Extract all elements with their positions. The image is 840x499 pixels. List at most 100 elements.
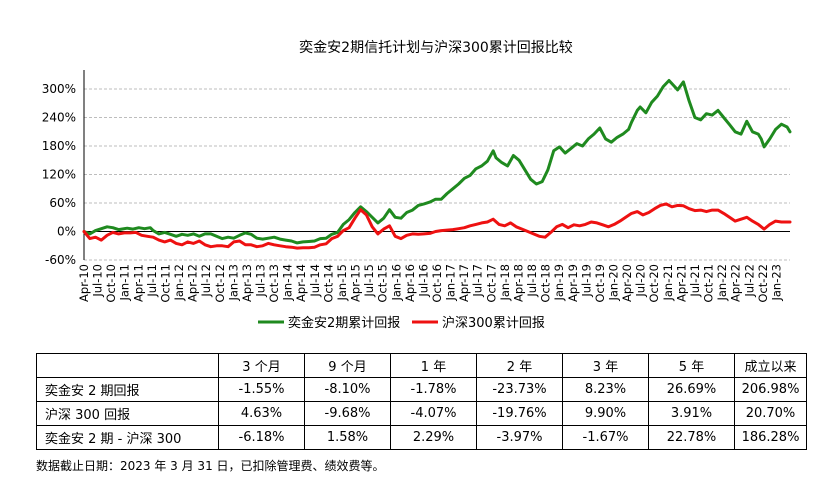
row-label: 奕金安 2 期回报 bbox=[36, 377, 219, 402]
table-cell: -3.97% bbox=[476, 425, 563, 450]
x-tick-label: Jul-16 bbox=[416, 264, 430, 298]
x-tick-label: Oct-21 bbox=[702, 264, 716, 303]
data-cutoff-note: 数据截止日期：2023 年 3 月 31 日，已扣除管理费、绩效费等。 bbox=[36, 459, 385, 473]
x-tick-label: Jan-14 bbox=[281, 264, 295, 302]
table-cell: -8.10% bbox=[304, 377, 391, 402]
x-tick-label: Jul-11 bbox=[145, 264, 159, 298]
header-cell: 9 个月 bbox=[304, 353, 391, 378]
header-cell: 3 个月 bbox=[218, 353, 305, 378]
x-tick-label: Apr-12 bbox=[186, 264, 200, 302]
table-cell: 8.23% bbox=[562, 377, 649, 402]
table-row: 奕金安 2 期回报 -1.55% -8.10% -1.78% -23.73% 8… bbox=[36, 377, 807, 402]
y-tick-label: -60% bbox=[45, 253, 76, 267]
x-tick-label: Oct-16 bbox=[430, 264, 444, 303]
row-label: 奕金安 2 期 - 沪深 300 bbox=[36, 425, 219, 450]
x-tick-label: Jul-17 bbox=[471, 264, 485, 298]
table-cell: 22.78% bbox=[648, 425, 735, 450]
table-row: 奕金安 2 期 - 沪深 300 -6.18% 1.58% 2.29% -3.9… bbox=[36, 425, 807, 450]
x-tick-label: Jan-19 bbox=[552, 264, 566, 302]
series-lines bbox=[82, 79, 792, 250]
x-tick-label: Oct-15 bbox=[376, 264, 390, 303]
x-tick-label: Apr-16 bbox=[403, 264, 417, 302]
header-cell: 1 年 bbox=[390, 353, 477, 378]
table-cell: 186.28% bbox=[734, 425, 807, 450]
x-tick-label: Oct-19 bbox=[593, 264, 607, 303]
table-cell: 4.63% bbox=[218, 401, 305, 426]
table-cell: 26.69% bbox=[648, 377, 735, 402]
x-tick-label: Apr-17 bbox=[457, 264, 471, 302]
x-tick-label: Jan-11 bbox=[118, 264, 132, 302]
x-tick-label: Oct-17 bbox=[484, 264, 498, 303]
x-tick-label: Oct-14 bbox=[321, 264, 335, 303]
x-tick-label: Jan-15 bbox=[335, 264, 349, 302]
x-tick-label: Jul-13 bbox=[254, 264, 268, 298]
table-cell: 3.91% bbox=[648, 401, 735, 426]
x-tick-label: Apr-18 bbox=[511, 264, 525, 302]
x-tick-label: Oct-22 bbox=[756, 264, 770, 303]
table-cell: -1.67% bbox=[562, 425, 649, 450]
x-tick-label: Oct-20 bbox=[647, 264, 661, 303]
table-cell: 206.98% bbox=[734, 377, 807, 402]
x-tick-label: Jul-10 bbox=[91, 264, 105, 298]
table-cell: -6.18% bbox=[218, 425, 305, 450]
table-cell: 2.29% bbox=[390, 425, 477, 450]
x-tick-label: Oct-11 bbox=[158, 264, 172, 303]
x-tick-label: Oct-10 bbox=[104, 264, 118, 303]
legend: 奕金安2期累计回报 沪深300累计回报 bbox=[258, 315, 545, 331]
x-tick-label: Jan-12 bbox=[172, 264, 186, 302]
x-tick-label: Apr-15 bbox=[349, 264, 363, 302]
x-tick-label: Apr-14 bbox=[294, 264, 308, 302]
x-tick-label: Apr-13 bbox=[240, 264, 254, 302]
performance-table: 3 个月 9 个月 1 年 2 年 3 年 5 年 成立以来 奕金安 2 期回报… bbox=[36, 353, 807, 450]
x-tick-label: Jan-17 bbox=[444, 264, 458, 302]
x-tick-label: Jul-12 bbox=[199, 264, 213, 298]
x-tick-label: Apr-11 bbox=[131, 264, 145, 302]
table-cell: -9.68% bbox=[304, 401, 391, 426]
x-tick-label: Jan-13 bbox=[226, 264, 240, 302]
x-tick-label: Jan-23 bbox=[769, 264, 783, 302]
x-axis: Apr-10 Jul-10 Oct-10 Jan-11 Apr-11 Jul-11 Oct-… bbox=[77, 231, 790, 303]
table-cell: -23.73% bbox=[476, 377, 563, 402]
x-tick-label: Jul-21 bbox=[688, 264, 702, 298]
table-cell: 9.90% bbox=[562, 401, 649, 426]
y-tick-label: 0% bbox=[57, 225, 76, 239]
x-tick-label: Apr-10 bbox=[77, 264, 91, 302]
x-tick-label: Jul-20 bbox=[634, 264, 648, 298]
table-cell: -1.55% bbox=[218, 377, 305, 402]
table-cell: -1.78% bbox=[390, 377, 477, 402]
x-tick-label: Apr-20 bbox=[620, 264, 634, 302]
table-cell: 20.70% bbox=[734, 401, 807, 426]
x-tick-label: Jul-19 bbox=[579, 264, 593, 298]
x-tick-label: Apr-19 bbox=[566, 264, 580, 302]
x-tick-label: Jul-15 bbox=[362, 264, 376, 298]
chart-title: 奕金安2期信托计划与沪深300累计回报比较 bbox=[299, 40, 573, 56]
table-cell: 1.58% bbox=[304, 425, 391, 450]
y-tick-label: 240% bbox=[42, 111, 76, 125]
row-label: 沪深 300 回报 bbox=[36, 401, 219, 426]
x-tick-label: Jan-16 bbox=[389, 264, 403, 302]
x-tick-label: Jan-22 bbox=[715, 264, 729, 302]
table-row: 沪深 300 回报 4.63% -9.68% -4.07% -19.76% 9.… bbox=[36, 401, 807, 426]
x-tick-label: Oct-18 bbox=[539, 264, 553, 303]
x-tick-label: Jul-14 bbox=[308, 264, 322, 298]
x-tick-label: Jan-18 bbox=[498, 264, 512, 302]
x-tick-label: Apr-22 bbox=[729, 264, 743, 302]
x-tick-label: Jul-22 bbox=[742, 264, 756, 298]
table-cell: -4.07% bbox=[390, 401, 477, 426]
table-cell: -19.76% bbox=[476, 401, 563, 426]
header-cell: 5 年 bbox=[648, 353, 735, 378]
x-tick-label: Oct-13 bbox=[267, 264, 281, 303]
y-tick-label: 300% bbox=[42, 82, 76, 96]
y-tick-label: 120% bbox=[42, 168, 76, 182]
x-tick-label: Jan-20 bbox=[607, 264, 621, 302]
series-line-1 bbox=[82, 79, 792, 245]
x-tick-label: Apr-21 bbox=[674, 264, 688, 302]
performance-line-chart: 奕金安2期信托计划与沪深300累计回报比较 300% 240% 180% 120% 60… bbox=[42, 40, 792, 331]
legend-label: 沪深300累计回报 bbox=[442, 315, 545, 331]
y-tick-label: 180% bbox=[42, 139, 76, 153]
header-cell: 成立以来 bbox=[734, 353, 807, 378]
series-line-2 bbox=[82, 202, 792, 250]
y-tick-label: 60% bbox=[49, 196, 76, 210]
header-cell: 3 年 bbox=[562, 353, 649, 378]
header-cell: 2 年 bbox=[476, 353, 563, 378]
